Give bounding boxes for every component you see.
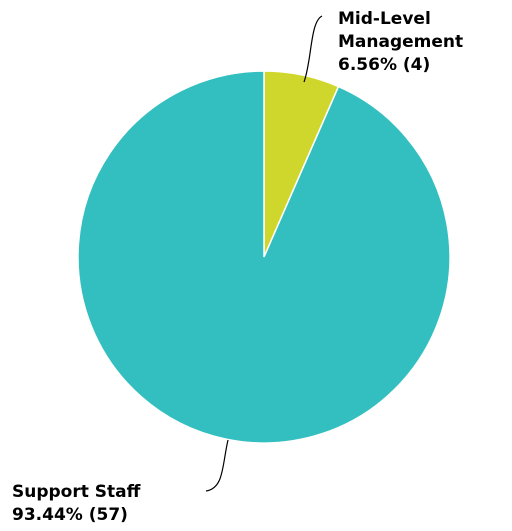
slice-label-0-line-2: 6.56% (4): [338, 55, 430, 75]
slice-label-1-line-1: 93.44% (57): [12, 505, 128, 525]
leader-line-0: [303, 15, 323, 83]
pie-slice-1: [77, 70, 451, 444]
leader-line-1: [205, 439, 229, 492]
slices-layer: [77, 70, 451, 444]
slice-label-1-line-0: Support Staff: [12, 482, 141, 502]
slice-label-1: Support Staff 93.44% (57): [12, 482, 141, 525]
slice-label-0-line-1: Management: [338, 32, 463, 52]
leaders-layer: [205, 15, 323, 492]
slice-label-0-line-0: Mid-Level: [338, 9, 431, 29]
slice-label-0: Mid-Level Management 6.56% (4): [338, 9, 463, 75]
labels-layer: Mid-Level Management 6.56% (4) Support Staf…: [12, 9, 463, 525]
